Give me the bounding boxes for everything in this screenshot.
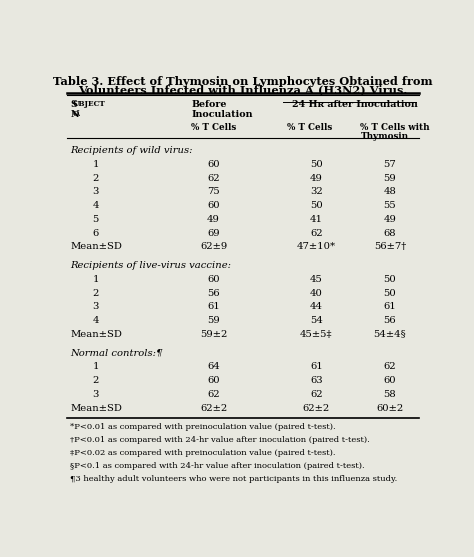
Text: 62: 62 (383, 363, 396, 372)
Text: 62±2: 62±2 (200, 403, 227, 413)
Text: S: S (70, 100, 77, 109)
Text: % T Cells: % T Cells (287, 123, 332, 131)
Text: 24 Hʀ after Inoculation: 24 Hʀ after Inoculation (292, 100, 418, 109)
Text: Thymosin: Thymosin (360, 132, 409, 141)
Text: 60±2: 60±2 (376, 403, 403, 413)
Text: 48: 48 (383, 187, 396, 197)
Text: 56: 56 (383, 316, 396, 325)
Text: §P<0.1 as compared with 24-hr value after inoculation (paired t-test).: §P<0.1 as compared with 24-hr value afte… (70, 462, 365, 470)
Text: 59±2: 59±2 (200, 330, 227, 339)
Text: 41: 41 (310, 215, 323, 224)
Text: 49: 49 (383, 215, 396, 224)
Text: 63: 63 (310, 376, 323, 385)
Text: 47±10*: 47±10* (297, 242, 336, 251)
Text: 60: 60 (207, 201, 220, 210)
Text: 50: 50 (383, 275, 396, 284)
Text: 2: 2 (92, 376, 99, 385)
Text: 50: 50 (310, 201, 323, 210)
Text: Table 3. Effect of Thymosin on Lymphocytes Obtained from: Table 3. Effect of Thymosin on Lymphocyt… (53, 76, 433, 87)
Text: 62±2: 62±2 (303, 403, 330, 413)
Text: Mean±SD: Mean±SD (70, 403, 122, 413)
Text: Mean±SD: Mean±SD (70, 242, 122, 251)
Text: 59: 59 (207, 316, 220, 325)
Text: ‡P<0.02 as compared with preinoculation value (paired t-test).: ‡P<0.02 as compared with preinoculation … (70, 449, 336, 457)
Text: 49: 49 (207, 215, 220, 224)
Text: 6: 6 (92, 228, 99, 237)
Text: Volunteers Infected with Influenza A (H3N2) Virus.: Volunteers Infected with Influenza A (H3… (78, 84, 408, 95)
Text: Mean±SD: Mean±SD (70, 330, 122, 339)
Text: 3: 3 (92, 390, 99, 399)
Text: 45: 45 (310, 275, 323, 284)
Text: 64: 64 (207, 363, 220, 372)
Text: 2: 2 (92, 289, 99, 297)
Text: O.: O. (73, 110, 82, 118)
Text: 4: 4 (92, 316, 99, 325)
Text: 50: 50 (310, 160, 323, 169)
Text: 69: 69 (207, 228, 220, 237)
Text: 59: 59 (383, 174, 396, 183)
Text: 1: 1 (92, 363, 99, 372)
Text: 40: 40 (310, 289, 323, 297)
Text: †P<0.01 as compared with 24-hr value after inoculation (paired t-test).: †P<0.01 as compared with 24-hr value aft… (70, 436, 370, 444)
Text: 62: 62 (207, 174, 220, 183)
Text: UBJECT: UBJECT (73, 100, 106, 108)
Text: Inoculation: Inoculation (191, 110, 253, 119)
Text: 58: 58 (383, 390, 396, 399)
Text: 60: 60 (207, 275, 220, 284)
Text: 60: 60 (383, 376, 396, 385)
Text: 5: 5 (92, 215, 99, 224)
Text: 56±7†: 56±7† (374, 242, 406, 251)
Text: 61: 61 (383, 302, 396, 311)
Text: 54: 54 (310, 316, 323, 325)
Text: 56: 56 (207, 289, 220, 297)
Text: 54±4§: 54±4§ (374, 330, 406, 339)
Text: % T Cells: % T Cells (191, 123, 237, 131)
Text: 61: 61 (310, 363, 323, 372)
Text: *P<0.01 as compared with preinoculation value (paired t-test).: *P<0.01 as compared with preinoculation … (70, 423, 336, 431)
Text: Normal controls:¶: Normal controls:¶ (70, 349, 163, 358)
Text: 44: 44 (310, 302, 323, 311)
Text: 32: 32 (310, 187, 323, 197)
Text: Recipients of wild virus:: Recipients of wild virus: (70, 146, 193, 155)
Text: 1: 1 (92, 160, 99, 169)
Text: 57: 57 (383, 160, 396, 169)
Text: % T Cells with: % T Cells with (360, 123, 430, 131)
Text: ¶3 healthy adult volunteers who were not participants in this influenza study.: ¶3 healthy adult volunteers who were not… (70, 475, 398, 483)
Text: 1: 1 (92, 275, 99, 284)
Text: 62: 62 (207, 390, 220, 399)
Text: 55: 55 (383, 201, 396, 210)
Text: 3: 3 (92, 187, 99, 197)
Text: N: N (70, 110, 79, 119)
Text: Recipients of live-virus vaccine:: Recipients of live-virus vaccine: (70, 261, 231, 270)
Text: 62: 62 (310, 390, 323, 399)
Text: 50: 50 (383, 289, 396, 297)
Text: 49: 49 (310, 174, 323, 183)
Text: 2: 2 (92, 174, 99, 183)
Text: 45±5‡: 45±5‡ (300, 330, 333, 339)
Text: 62: 62 (310, 228, 323, 237)
Text: Before: Before (191, 100, 227, 109)
Text: 75: 75 (207, 187, 220, 197)
Text: 4: 4 (92, 201, 99, 210)
Text: 3: 3 (92, 302, 99, 311)
Text: 62±9: 62±9 (200, 242, 227, 251)
Text: 60: 60 (207, 376, 220, 385)
Text: 60: 60 (207, 160, 220, 169)
Text: 68: 68 (383, 228, 396, 237)
Text: 61: 61 (207, 302, 220, 311)
